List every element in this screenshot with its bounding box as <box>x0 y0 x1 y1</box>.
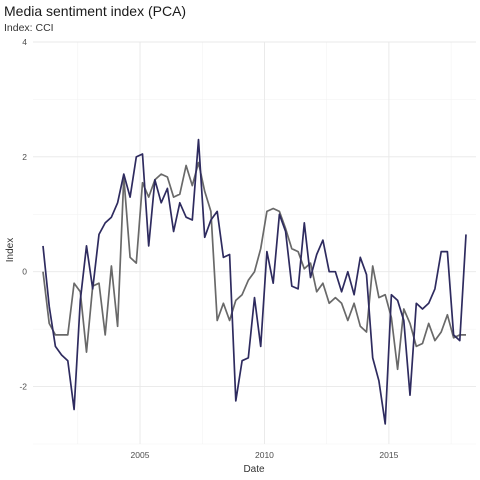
series-lines <box>42 138 467 425</box>
x-axis-title: Date <box>243 464 265 475</box>
major-gridlines <box>33 41 476 444</box>
y-tick-label: -2 <box>19 382 27 392</box>
minor-gridlines <box>33 42 476 445</box>
y-tick-label: 4 <box>22 37 27 47</box>
x-tick-label: 2010 <box>255 450 274 460</box>
y-tick-label: 2 <box>22 152 27 162</box>
chart-title: Media sentiment index (PCA) <box>4 3 187 19</box>
chart-subtitle: Index: CCI <box>4 22 54 34</box>
axis-ticks: 2005 2010 2015 -2 0 2 4 <box>19 37 398 460</box>
series-line-2 <box>42 161 466 371</box>
series-line-1 <box>42 138 467 425</box>
x-tick-label: 2015 <box>379 450 398 460</box>
y-axis-title: Index <box>5 238 16 262</box>
y-tick-label: 0 <box>22 267 27 277</box>
x-tick-label: 2005 <box>131 450 150 460</box>
